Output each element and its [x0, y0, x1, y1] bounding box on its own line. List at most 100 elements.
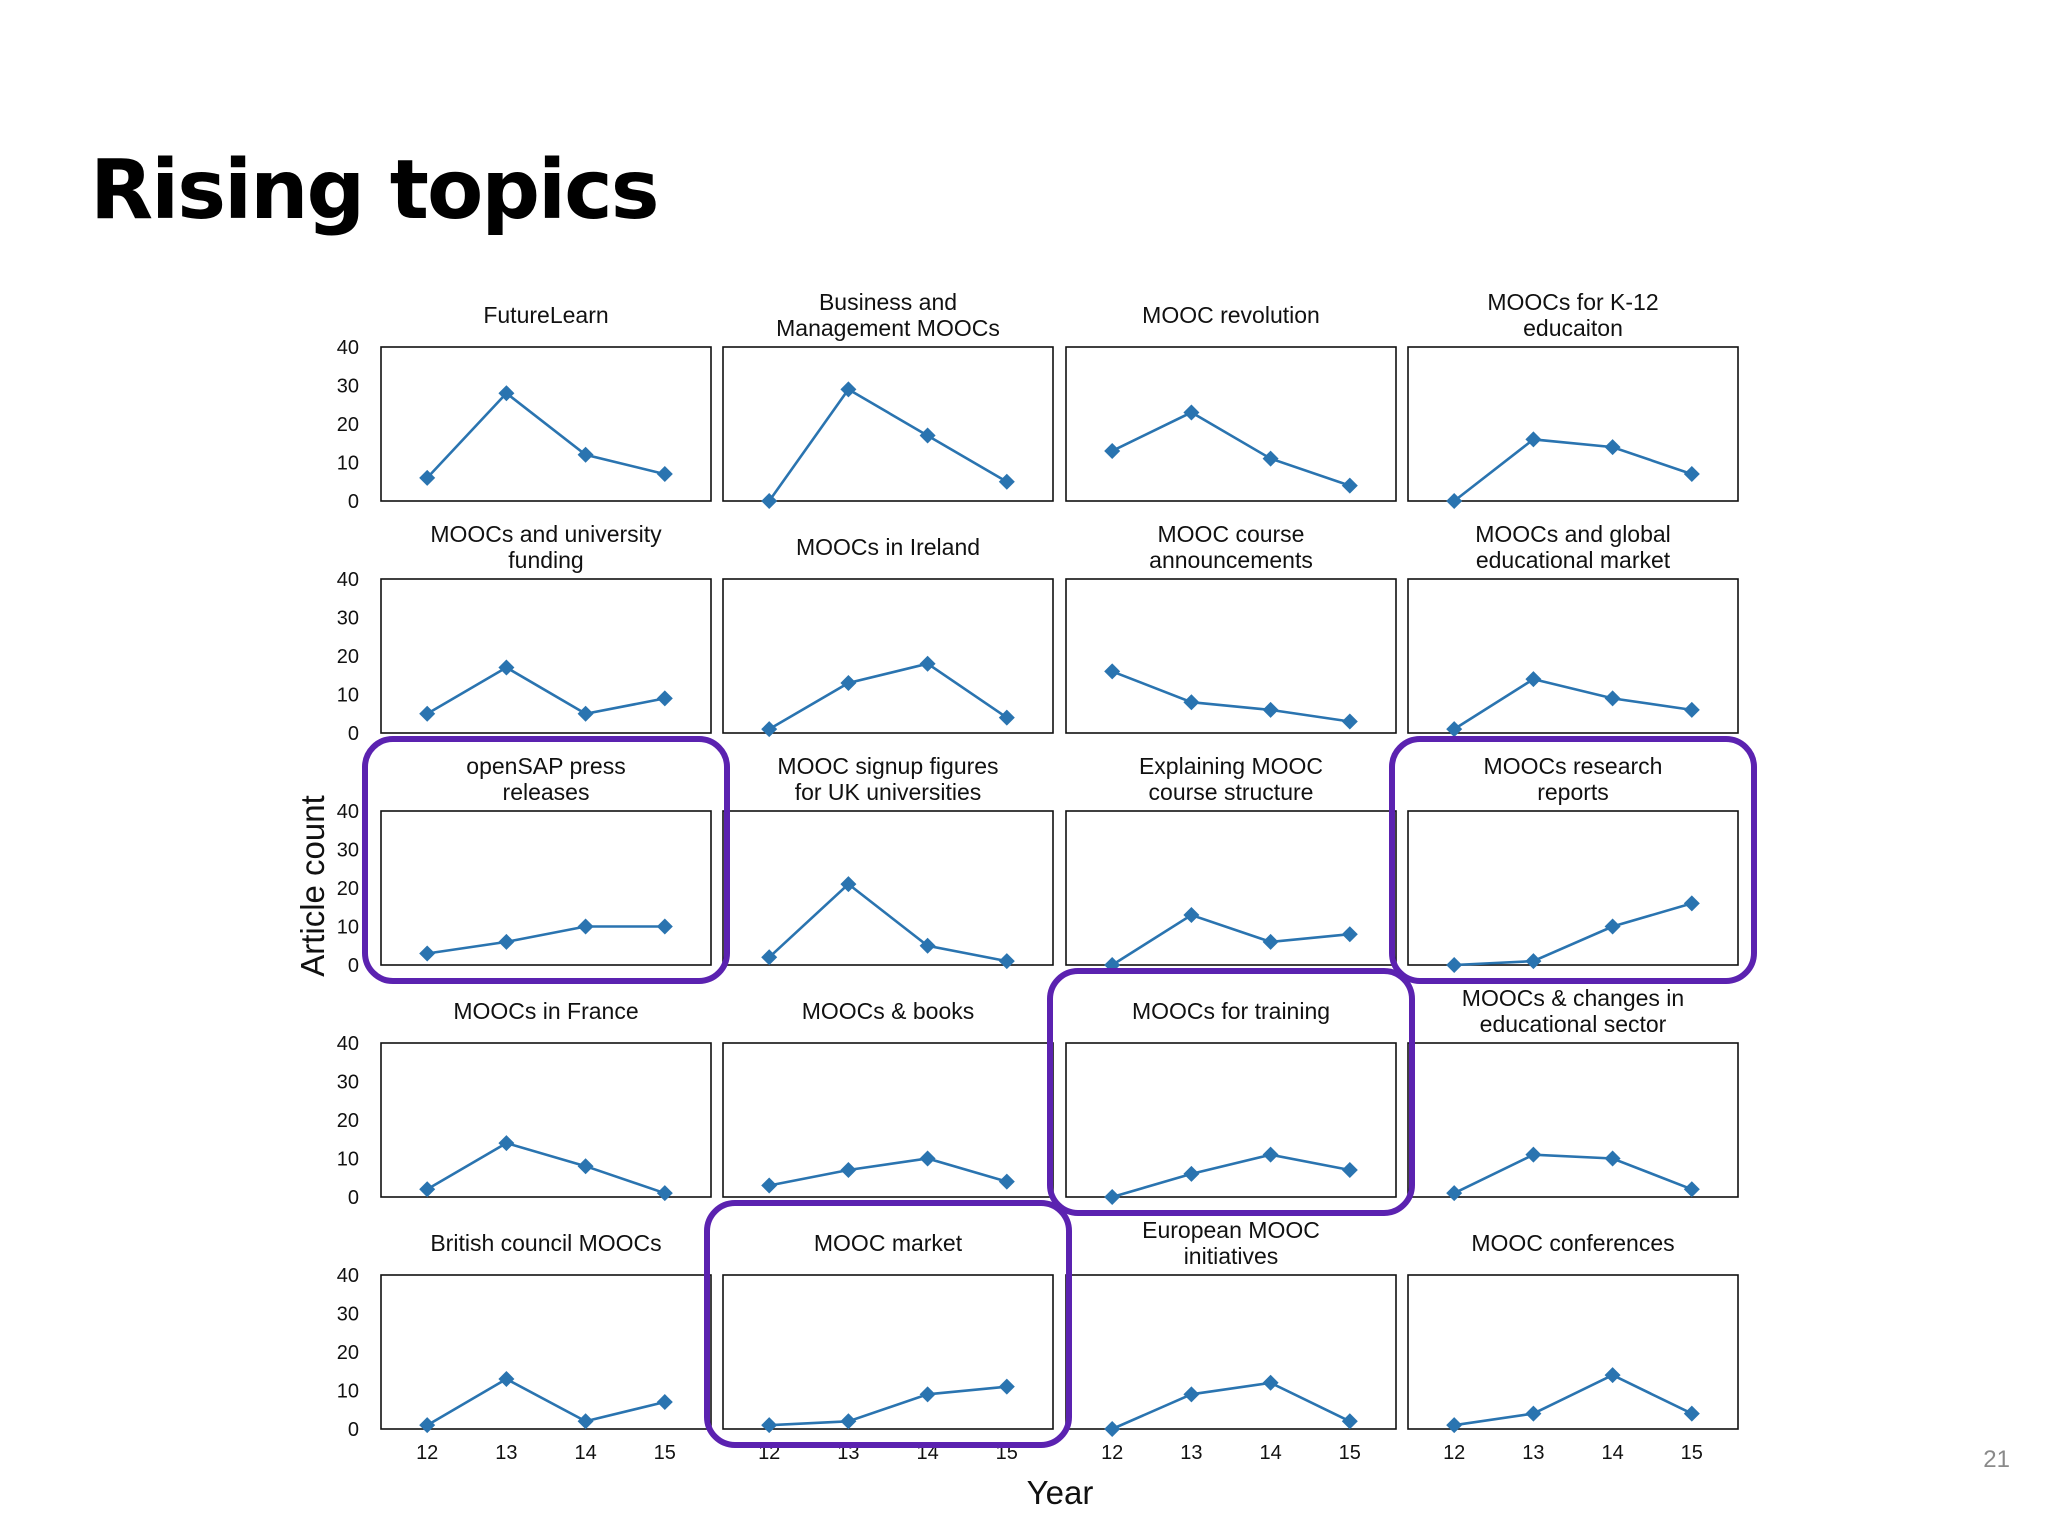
data-point-15	[656, 690, 673, 707]
data-point-14	[577, 918, 594, 935]
highlight-box-opensap-press-releases	[362, 736, 730, 984]
highlight-box-moocs-for-training	[1047, 968, 1415, 1216]
series-line	[426, 391, 666, 479]
panel-frame	[1065, 578, 1397, 734]
series-line	[768, 387, 1008, 502]
data-point-13	[840, 381, 857, 398]
panel-frame	[1407, 346, 1739, 502]
data-point-15	[1683, 466, 1700, 483]
panel-title: MOOCs in France	[453, 998, 638, 1024]
y-tick-label: 10	[337, 1381, 359, 1403]
data-point-13	[1183, 1165, 1200, 1182]
series-line	[1111, 1153, 1351, 1199]
panel-title: MOOC conferences	[1471, 1230, 1674, 1256]
data-point-13	[1525, 953, 1542, 970]
data-point-14	[919, 655, 936, 672]
panel-title-line-2: releases	[503, 779, 590, 805]
y-tick-label: 30	[337, 376, 359, 398]
panel-title-line-1: European MOOC	[1142, 1217, 1320, 1243]
highlight-box-moocs-research-reports	[1389, 736, 1757, 984]
data-point-13	[498, 1370, 515, 1387]
y-tick-label: 30	[337, 608, 359, 630]
data-point-15	[656, 1394, 673, 1411]
y-tick-label: 40	[337, 801, 359, 823]
data-point-15	[998, 1173, 1015, 1190]
y-tick-label: 40	[337, 337, 359, 359]
data-point-14	[577, 1413, 594, 1430]
y-tick-label: 20	[337, 1342, 359, 1364]
panel-frame	[722, 1274, 1054, 1430]
y-tick-label: 10	[337, 917, 359, 939]
data-point-14	[577, 446, 594, 463]
y-tick-label: 20	[337, 646, 359, 668]
data-point-12	[1446, 957, 1463, 973]
data-point-13	[498, 385, 515, 402]
y-tick-label: 40	[337, 1033, 359, 1055]
data-point-13	[840, 876, 857, 893]
x-tick-label: 13	[1180, 1442, 1202, 1464]
data-point-12	[419, 1417, 436, 1434]
panel-title-line-1: Explaining MOOC	[1139, 753, 1323, 779]
series-line	[769, 1385, 1007, 1427]
data-point-13	[840, 1162, 857, 1179]
panel-moocs-for-training: MOOCs for training	[1065, 998, 1397, 1205]
panel-title-line-2: course structure	[1149, 779, 1314, 805]
panel-frame	[1065, 810, 1397, 966]
data-point-14	[1604, 690, 1621, 707]
y-tick-label: 30	[337, 1072, 359, 1094]
panel-title-line-2: funding	[508, 547, 583, 573]
panel-title: MOOC market	[814, 1230, 963, 1256]
y-axis-label: Article count	[294, 795, 331, 977]
series-line	[1111, 670, 1350, 723]
panel-title-line-2: initiatives	[1184, 1243, 1279, 1269]
panel-moocs-in-ireland: MOOCs in Ireland	[722, 534, 1054, 738]
x-tick-label: 15	[1339, 1442, 1361, 1464]
data-point-14	[1262, 1146, 1279, 1163]
y-tick-label: 0	[348, 1419, 359, 1441]
data-point-15	[998, 473, 1015, 490]
data-point-14	[577, 1158, 594, 1175]
data-point-13	[1183, 404, 1200, 421]
panel-title: MOOCs & books	[802, 998, 975, 1024]
data-point-12	[761, 1417, 778, 1434]
data-point-13	[1525, 431, 1542, 448]
panel-title-line-1: MOOCs for K-12	[1487, 289, 1658, 315]
panel-title-line-1: MOOCs and university	[430, 521, 662, 547]
series-line	[426, 665, 666, 716]
y-tick-label: 40	[337, 569, 359, 591]
data-point-14	[919, 1386, 936, 1403]
data-point-14	[1604, 439, 1621, 456]
panel-title-line-1: MOOC course	[1158, 521, 1305, 547]
series-line	[1453, 438, 1693, 503]
panel-title: FutureLearn	[483, 302, 608, 328]
data-point-13	[1525, 671, 1542, 688]
y-tick-label: 10	[337, 453, 359, 475]
data-point-14	[1262, 1374, 1279, 1391]
panel-title: MOOCs in Ireland	[796, 534, 980, 560]
data-point-14	[1604, 1150, 1621, 1167]
series-line	[426, 1377, 666, 1427]
data-point-14	[919, 937, 936, 954]
series-line	[1453, 677, 1692, 731]
y-tick-label: 20	[337, 878, 359, 900]
y-tick-label: 30	[337, 1304, 359, 1326]
y-tick-label: 10	[337, 1149, 359, 1171]
panel-title: MOOC revolution	[1142, 302, 1320, 328]
series-line	[426, 1141, 666, 1195]
data-point-15	[1683, 895, 1700, 912]
panel-frame	[1065, 1274, 1397, 1430]
y-tick-label: 20	[337, 1110, 359, 1132]
series-line	[427, 925, 665, 955]
data-point-14	[1262, 701, 1279, 718]
x-tick-label: 13	[495, 1442, 517, 1464]
data-point-13	[840, 1413, 857, 1430]
x-axis-label: Year	[1027, 1474, 1094, 1511]
data-point-15	[1341, 1413, 1358, 1430]
